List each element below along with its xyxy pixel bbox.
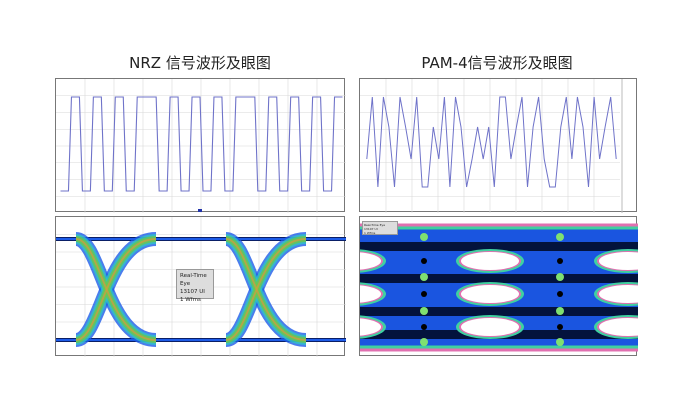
nrz-eye-diagram [56, 217, 346, 357]
eye-opening [461, 285, 519, 303]
eye-crossing-trace [75, 238, 157, 341]
nrz-eye-info: Real-Time Eye 13107 UI 1 Wfms [176, 269, 214, 303]
eye-info-line: 13107 UI [180, 289, 205, 295]
nrz-waveform-panel [55, 78, 346, 213]
pam4-eye-info: Real-Time Eye 13107 UI 1 Wfms [362, 221, 398, 235]
eye-crossing-node [421, 291, 427, 297]
eye-opening [461, 318, 519, 336]
pam4-eye-diagram [360, 223, 638, 352]
eye-crossing-node [420, 338, 428, 346]
eye-crossing-node [557, 291, 563, 297]
eye-opening [360, 252, 381, 270]
eye-info-line: Real-Time Eye [364, 223, 386, 227]
nrz-waveform [56, 79, 346, 213]
eye-info-line: 13107 UI [364, 227, 378, 231]
pam4-signal-trace [366, 96, 617, 188]
eye-crossing-trace [225, 238, 307, 341]
eye-opening [360, 285, 381, 303]
eye-crossing-node [421, 324, 427, 330]
pam4-eye-panel: Real-Time Eye 13107 UI 1 Wfms [359, 216, 638, 356]
eye-opening [599, 318, 638, 336]
eye-opening [360, 318, 381, 336]
eye-crossing-node [557, 258, 563, 264]
eye-crossing-node [556, 273, 564, 281]
eye-crossing-node [420, 273, 428, 281]
pam4-waveform-panel [359, 78, 637, 213]
pam4-waveform [360, 79, 623, 213]
eye-info-line: 1 Wfms [180, 297, 201, 303]
eye-crossing-node [420, 233, 428, 241]
eye-crossing-node [557, 324, 563, 330]
eye-crossing-node [421, 258, 427, 264]
eye-dark-band [360, 274, 638, 283]
eye-info-line: 1 Wfms [364, 231, 376, 235]
nrz-title: NRZ 信号波形及眼图 [129, 54, 271, 72]
nrz-signal-trace [60, 96, 343, 192]
pam4-title: PAM-4信号波形及眼图 [421, 54, 573, 72]
trigger-marker [198, 209, 202, 212]
eye-info-line: Real-Time Eye [180, 273, 207, 287]
eye-crossing-node [556, 233, 564, 241]
eye-crossing-node [556, 338, 564, 346]
eye-opening [599, 252, 638, 270]
eye-crossing-node [420, 307, 428, 315]
eye-dark-band [360, 242, 638, 251]
eye-opening [599, 285, 638, 303]
nrz-eye-panel: Real-Time Eye 13107 UI 1 Wfms [55, 216, 346, 357]
eye-crossing-node [556, 307, 564, 315]
eye-opening [461, 252, 519, 270]
eye-dark-band [360, 307, 638, 316]
